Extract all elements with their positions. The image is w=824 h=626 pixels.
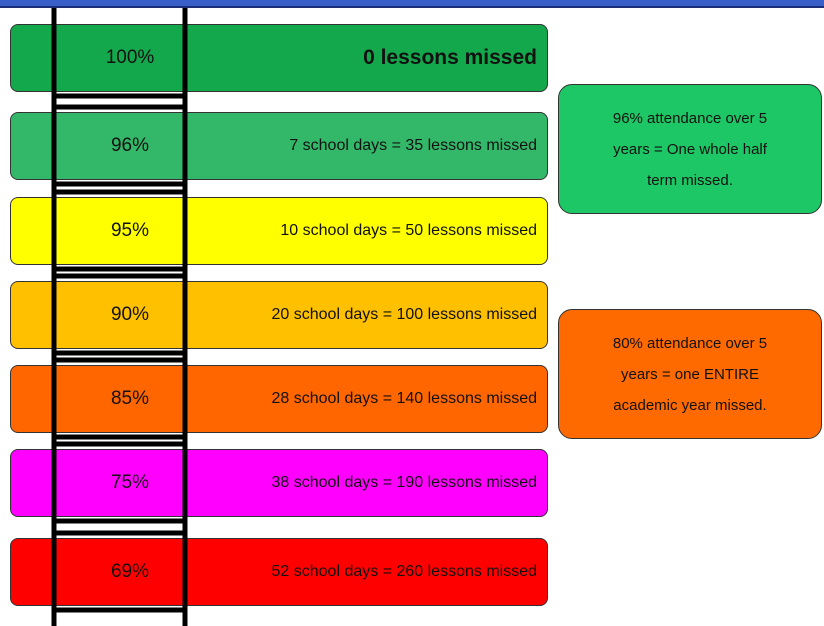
percent-label: 75% <box>110 472 150 493</box>
missed-label: 7 school days = 35 lessons missed <box>289 137 537 154</box>
attendance-row: 96% 7 school days = 35 lessons missed <box>10 112 548 180</box>
percent-label: 100% <box>105 47 155 68</box>
percent-label: 85% <box>110 388 150 409</box>
attendance-row: 100% 0 lessons missed <box>10 24 548 92</box>
callout-line: academic year missed. <box>613 396 767 414</box>
percent-label: 96% <box>110 135 150 156</box>
percent-label: 95% <box>110 220 150 241</box>
attendance-row: 69% 52 school days = 260 lessons missed <box>10 538 548 606</box>
banner <box>0 0 824 8</box>
missed-label: 0 lessons missed <box>363 46 537 69</box>
percent-label: 90% <box>110 304 150 325</box>
callout-box: 96% attendance over 5 years = One whole h… <box>558 84 822 214</box>
callout-box: 80% attendance over 5 years = one ENTIRE a… <box>558 309 822 439</box>
missed-label: 52 school days = 260 lessons missed <box>271 563 537 580</box>
attendance-row: 85% 28 school days = 140 lessons missed <box>10 365 548 433</box>
missed-label: 38 school days = 190 lessons missed <box>271 474 537 491</box>
missed-label: 28 school days = 140 lessons missed <box>271 390 537 407</box>
callout-line: 80% attendance over 5 <box>612 334 768 352</box>
attendance-row: 90% 20 school days = 100 lessons missed <box>10 281 548 349</box>
missed-label: 10 school days = 50 lessons missed <box>280 222 537 239</box>
attendance-row: 95% 10 school days = 50 lessons missed <box>10 197 548 265</box>
callout-line: 96% attendance over 5 <box>612 109 768 127</box>
missed-label: 20 school days = 100 lessons missed <box>271 306 537 323</box>
callout-line: years = One whole half <box>613 140 767 158</box>
callout-line: years = one ENTIRE <box>621 365 759 383</box>
percent-label: 69% <box>110 561 150 582</box>
callout-line: term missed. <box>647 171 733 189</box>
attendance-row: 75% 38 school days = 190 lessons missed <box>10 449 548 517</box>
